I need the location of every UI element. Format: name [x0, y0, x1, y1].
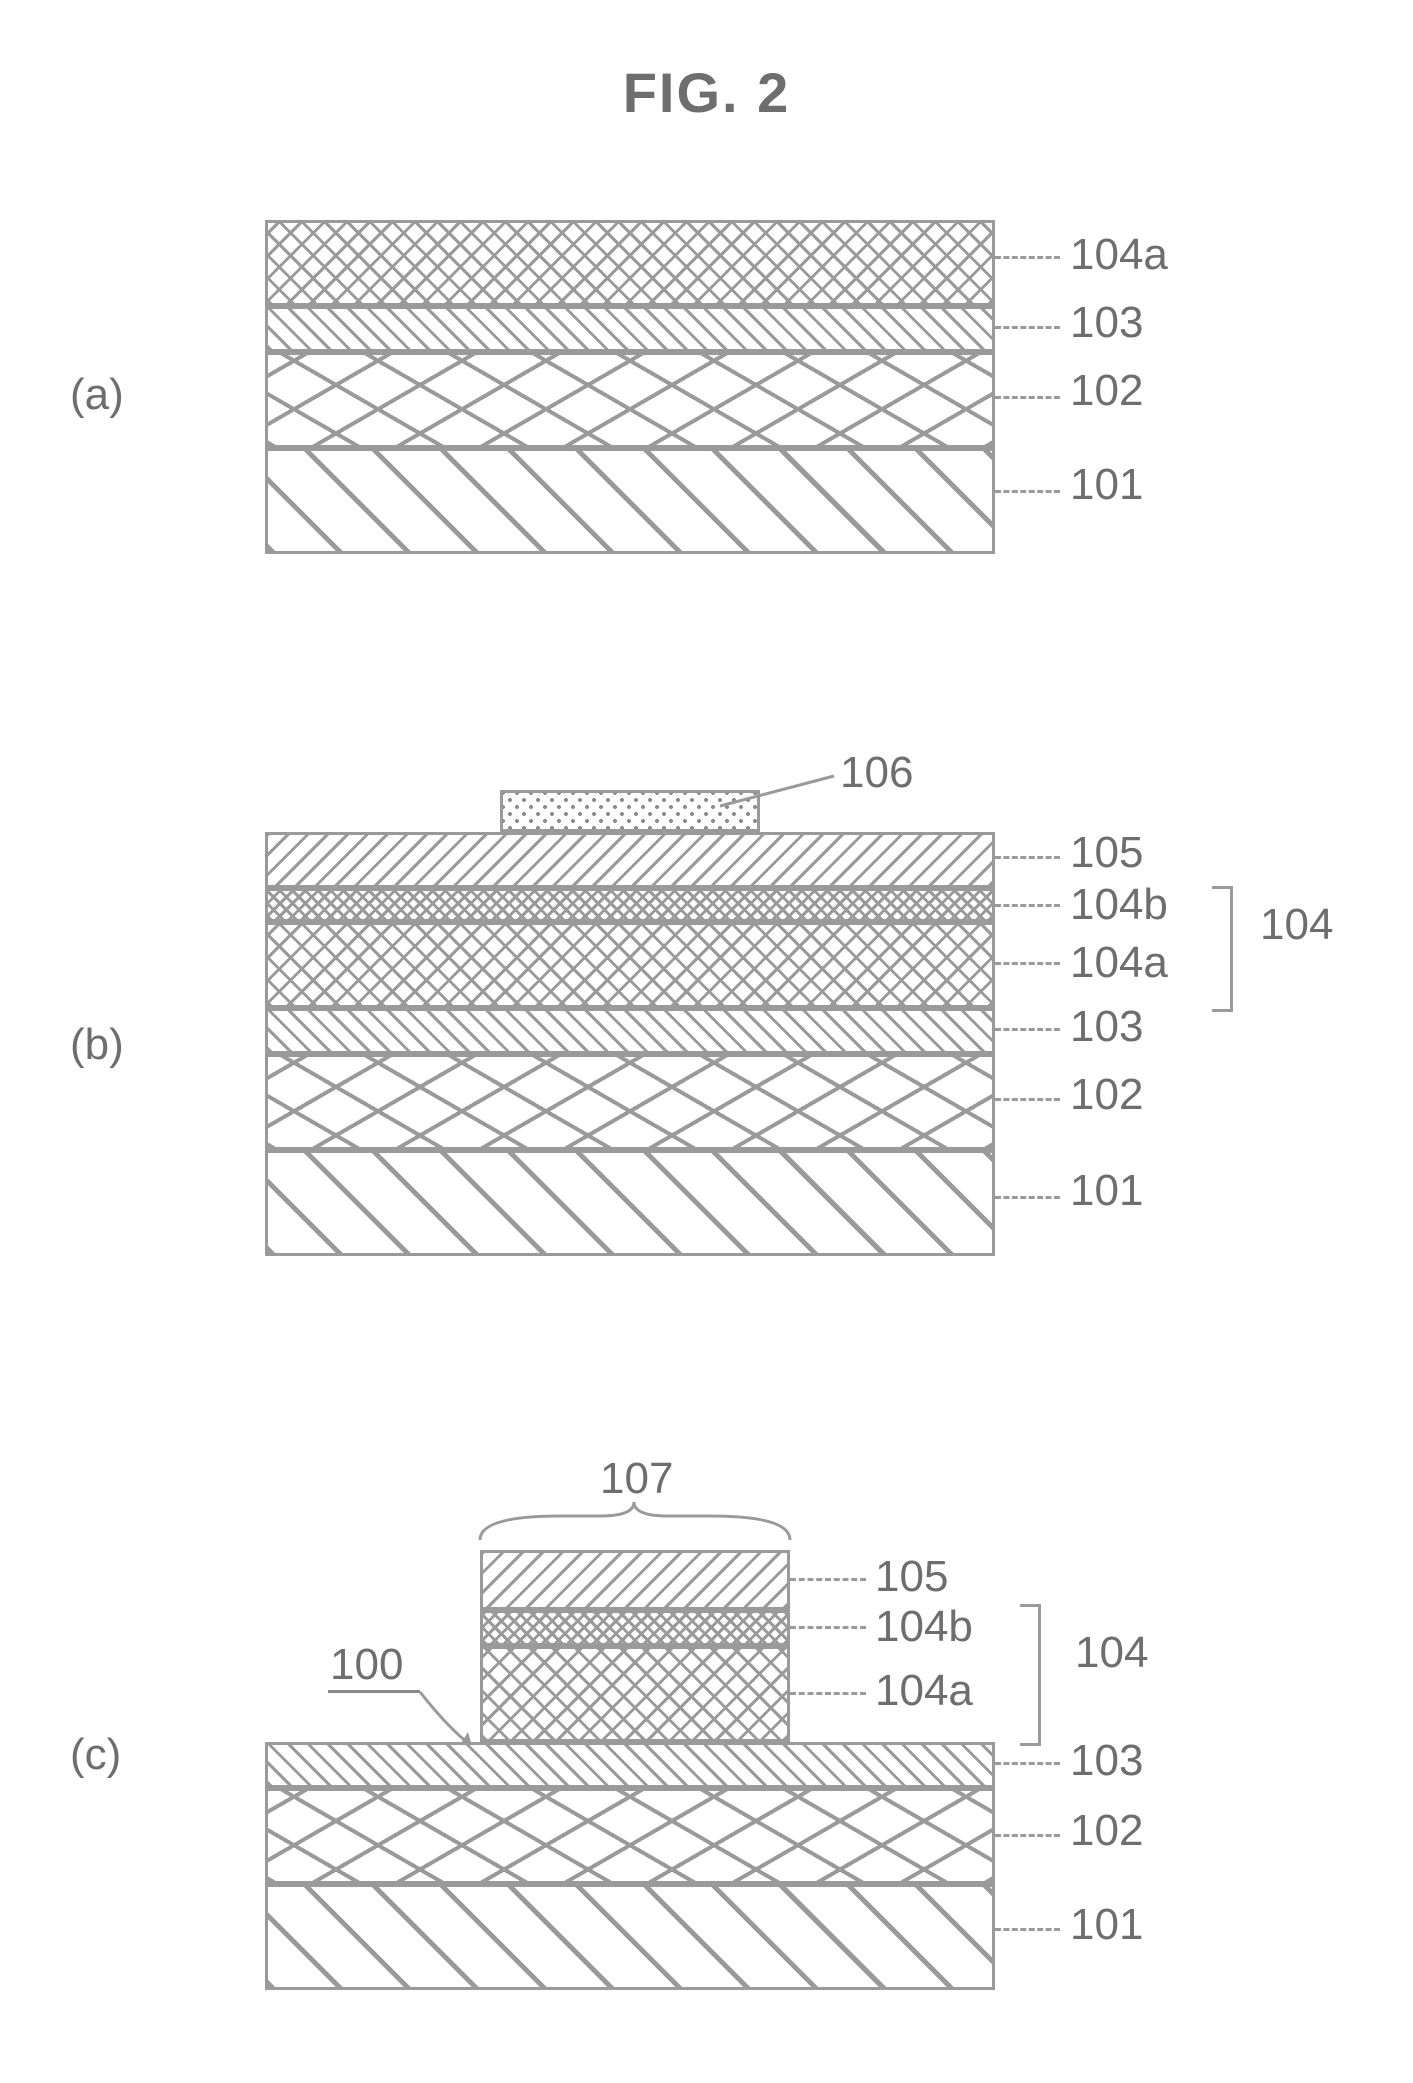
layer-103-c	[265, 1742, 995, 1788]
ref-103-c: 103	[1070, 1736, 1143, 1786]
bracket-104-b	[1212, 886, 1233, 1012]
ref-104-group-c: 104	[1075, 1628, 1148, 1678]
ref-101-b: 101	[1070, 1166, 1143, 1216]
layer-102-a	[265, 352, 995, 448]
ref-104a-b: 104a	[1070, 938, 1168, 988]
leader	[995, 1028, 1060, 1031]
panel-a-label: (a)	[70, 370, 124, 420]
ref-103-b: 103	[1070, 1002, 1143, 1052]
ref-107-c: 107	[600, 1454, 673, 1504]
panel-b-label: (b)	[70, 1020, 124, 1070]
ref-105-c: 105	[875, 1552, 948, 1602]
leader	[790, 1692, 866, 1695]
layer-104a-a	[265, 220, 995, 306]
layer-105-c	[480, 1550, 790, 1610]
figure-title: FIG. 2	[0, 60, 1413, 125]
leader	[995, 1834, 1060, 1837]
leader	[995, 904, 1060, 907]
leader	[995, 326, 1060, 329]
layer-104a-b	[265, 922, 995, 1008]
ref-105-b: 105	[1070, 828, 1143, 878]
ref-104b-b: 104b	[1070, 880, 1168, 930]
layer-104a-c	[480, 1646, 790, 1742]
leader	[995, 1196, 1060, 1199]
layer-103-b	[265, 1008, 995, 1054]
leader	[995, 1098, 1060, 1101]
leader	[790, 1626, 866, 1629]
leader	[790, 1578, 866, 1581]
ref-102-c: 102	[1070, 1806, 1143, 1856]
layer-102-b	[265, 1054, 995, 1150]
leader	[995, 256, 1060, 259]
leader	[995, 962, 1060, 965]
layer-104b-b	[265, 888, 995, 922]
ref-100-c: 100	[330, 1640, 403, 1690]
ref-101-c: 101	[1070, 1900, 1143, 1950]
leader	[995, 856, 1060, 859]
ref-106-b: 106	[840, 748, 913, 798]
layer-104b-c	[480, 1610, 790, 1646]
layer-105-b	[265, 832, 995, 888]
layer-106-b	[500, 790, 760, 832]
leader	[995, 1762, 1060, 1765]
leader	[995, 1928, 1060, 1931]
layer-101-a	[265, 448, 995, 554]
ref-104b-c: 104b	[875, 1602, 973, 1652]
ref-104-group-b: 104	[1260, 900, 1333, 950]
layer-103-a	[265, 306, 995, 352]
ref-101-a: 101	[1070, 460, 1143, 510]
layer-102-c	[265, 1788, 995, 1884]
bracket-104-c	[1020, 1604, 1041, 1746]
leader	[995, 490, 1060, 493]
leader	[995, 396, 1060, 399]
ref-104a-a: 104a	[1070, 230, 1168, 280]
panel-c-label: (c)	[70, 1730, 121, 1780]
ref-102-a: 102	[1070, 366, 1143, 416]
ref-102-b: 102	[1070, 1070, 1143, 1120]
figure-page: FIG. 2 (a) 104a 103 102 101 (b) 106 105 …	[0, 0, 1413, 2083]
ref-104a-c: 104a	[875, 1666, 973, 1716]
layer-101-b	[265, 1150, 995, 1256]
ref-103-a: 103	[1070, 298, 1143, 348]
underline-100	[328, 1690, 420, 1693]
layer-101-c	[265, 1884, 995, 1990]
